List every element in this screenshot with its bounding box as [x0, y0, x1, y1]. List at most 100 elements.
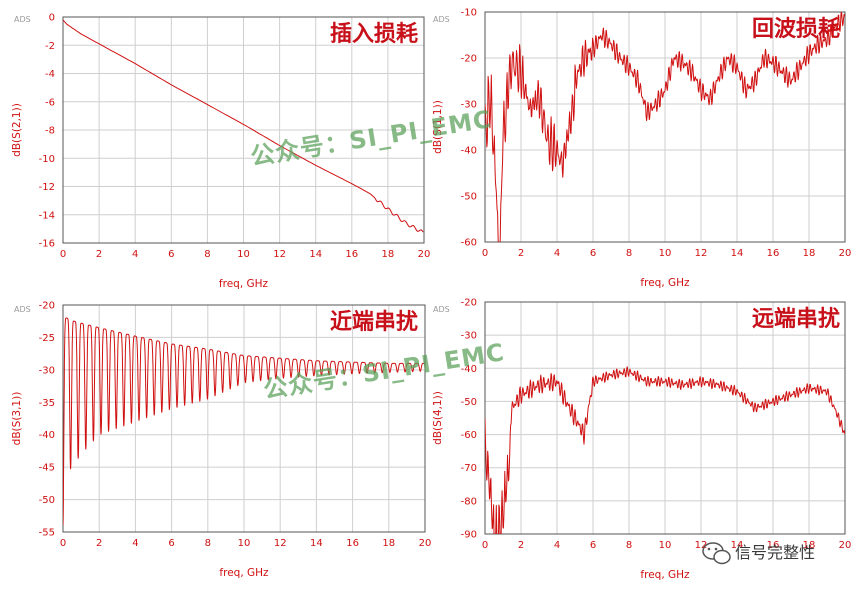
y-tick-label: -30 [39, 365, 55, 376]
chart-title: 插入损耗 [330, 21, 418, 47]
x-tick-label: 20 [418, 249, 431, 260]
x-tick-label: 14 [731, 540, 744, 551]
ads-tag: ADS [433, 15, 450, 24]
x-tick-label: 10 [659, 540, 672, 551]
x-tick-label: 6 [168, 538, 174, 549]
x-tick-label: 16 [345, 249, 358, 260]
y-axis-label: dB(S(2,1)) [11, 103, 23, 157]
x-axis-label: freq, GHz [640, 569, 690, 581]
x-tick-label: 2 [518, 248, 524, 259]
y-tick-label: -50 [461, 397, 477, 408]
chart-panel-2: ADS 0 2 4 6 8 10 12 14 16 18 20 -10 -20 -30 -40 -50 -60 fr… [432, 8, 851, 290]
y-tick-label: -12 [39, 182, 55, 193]
x-tick-label: 0 [482, 540, 488, 551]
y-tick-label: -14 [39, 210, 55, 221]
y-tick-label: -90 [461, 530, 477, 541]
x-tick-label: 6 [168, 249, 174, 260]
ads-tag: ADS [433, 305, 450, 314]
x-tick-label: 14 [309, 249, 322, 260]
y-tick-label: -25 [39, 333, 55, 344]
wechat-icon [702, 542, 731, 565]
x-tick-label: 4 [554, 540, 560, 551]
y-tick-label: -35 [39, 398, 55, 409]
x-tick-label: 14 [310, 538, 323, 549]
watermark-top: 公众号：SI_PI_EMC [249, 105, 494, 171]
y-tick-label: -8 [45, 126, 55, 137]
x-tick-label: 4 [132, 249, 138, 260]
x-tick-label: 20 [839, 540, 852, 551]
y-axis-label: dB(S(1,1)) [432, 100, 444, 154]
y-tick-label: -10 [39, 154, 55, 165]
y-tick-label: -60 [461, 238, 477, 249]
x-tick-label: 0 [482, 248, 488, 259]
x-tick-label: 18 [803, 540, 816, 551]
y-tick-label: -2 [45, 41, 55, 52]
chart-panel-1: ADS 0 2 4 6 8 10 12 14 16 18 20 0 -2 -4 -6 -8 -10 -12 -14 -1… [11, 13, 430, 291]
y-tick-label: -40 [461, 364, 477, 375]
x-tick-label: 12 [695, 540, 708, 551]
x-tick-label: 12 [274, 538, 287, 549]
plot-frame [62, 304, 426, 533]
series-trace [63, 317, 425, 526]
x-tick-label: 10 [659, 248, 672, 259]
x-tick-label: 0 [60, 249, 66, 260]
x-tick-label: 12 [273, 249, 286, 260]
x-tick-label: 8 [205, 538, 211, 549]
x-tick-label: 12 [695, 248, 708, 259]
x-tick-label: 8 [626, 540, 632, 551]
x-tick-label: 6 [590, 248, 596, 259]
y-tick-label: -45 [39, 463, 55, 474]
x-tick-label: 8 [204, 249, 210, 260]
chart-panel-3: ADS 0 2 4 6 8 10 12 14 16 18 20 -20 -25 -30 -35 -40 -45 -5… [11, 301, 431, 580]
x-tick-label: 18 [382, 249, 395, 260]
y-tick-label: -40 [39, 430, 55, 441]
y-tick-label: -20 [461, 298, 477, 309]
y-tick-label: -60 [461, 430, 477, 441]
y-tick-label: 0 [49, 13, 55, 24]
y-tick-label: -50 [461, 192, 477, 203]
plot-frame [484, 11, 846, 243]
y-tick-label: -55 [39, 528, 55, 539]
x-tick-label: 20 [839, 248, 852, 259]
y-tick-label: -4 [45, 69, 55, 80]
x-tick-label: 16 [346, 538, 359, 549]
x-tick-label: 2 [518, 540, 524, 551]
x-tick-label: 14 [731, 248, 744, 259]
chart-panel-4: ADS 0 2 4 6 8 10 12 14 16 18 20 -20 -30 -40 -50 -60 -70 -8… [432, 298, 851, 582]
x-axis-label: freq, GHz [219, 567, 269, 579]
x-tick-label: 6 [590, 540, 596, 551]
y-axis-label: dB(S(3,1)) [11, 392, 23, 446]
y-tick-label: -10 [461, 8, 477, 19]
brand-label: 信号完整性 [735, 543, 815, 562]
chart-title: 近端串扰 [330, 309, 418, 335]
x-tick-label: 16 [767, 248, 780, 259]
y-tick-label: -40 [461, 146, 477, 157]
watermark-bottom: 公众号：SI_PI_EMC [262, 338, 507, 404]
y-tick-label: -6 [45, 97, 55, 108]
x-tick-label: 2 [96, 538, 102, 549]
y-tick-label: -50 [39, 495, 55, 506]
series-trace [485, 12, 845, 242]
y-tick-label: -16 [39, 239, 55, 250]
y-tick-label: -80 [461, 496, 477, 507]
x-tick-label: 8 [626, 248, 632, 259]
x-tick-label: 4 [554, 248, 560, 259]
x-tick-label: 16 [767, 540, 780, 551]
y-tick-label: -20 [461, 54, 477, 65]
ads-tag: ADS [14, 15, 31, 24]
ads-tag: ADS [14, 305, 31, 314]
brand-badge: 信号完整性 [702, 542, 815, 565]
y-axis-label: dB(S(4,1)) [432, 391, 444, 445]
x-axis-label: freq, GHz [640, 277, 690, 289]
x-tick-label: 10 [237, 249, 250, 260]
x-axis-label: freq, GHz [219, 278, 269, 290]
plot-frame [62, 16, 425, 244]
chart-title: 远端串扰 [752, 307, 840, 332]
series-trace [485, 366, 845, 534]
x-tick-label: 18 [382, 538, 395, 549]
y-tick-label: -20 [39, 301, 55, 312]
series-trace [63, 19, 424, 233]
y-tick-label: -70 [461, 463, 477, 474]
y-tick-label: -30 [461, 331, 477, 342]
